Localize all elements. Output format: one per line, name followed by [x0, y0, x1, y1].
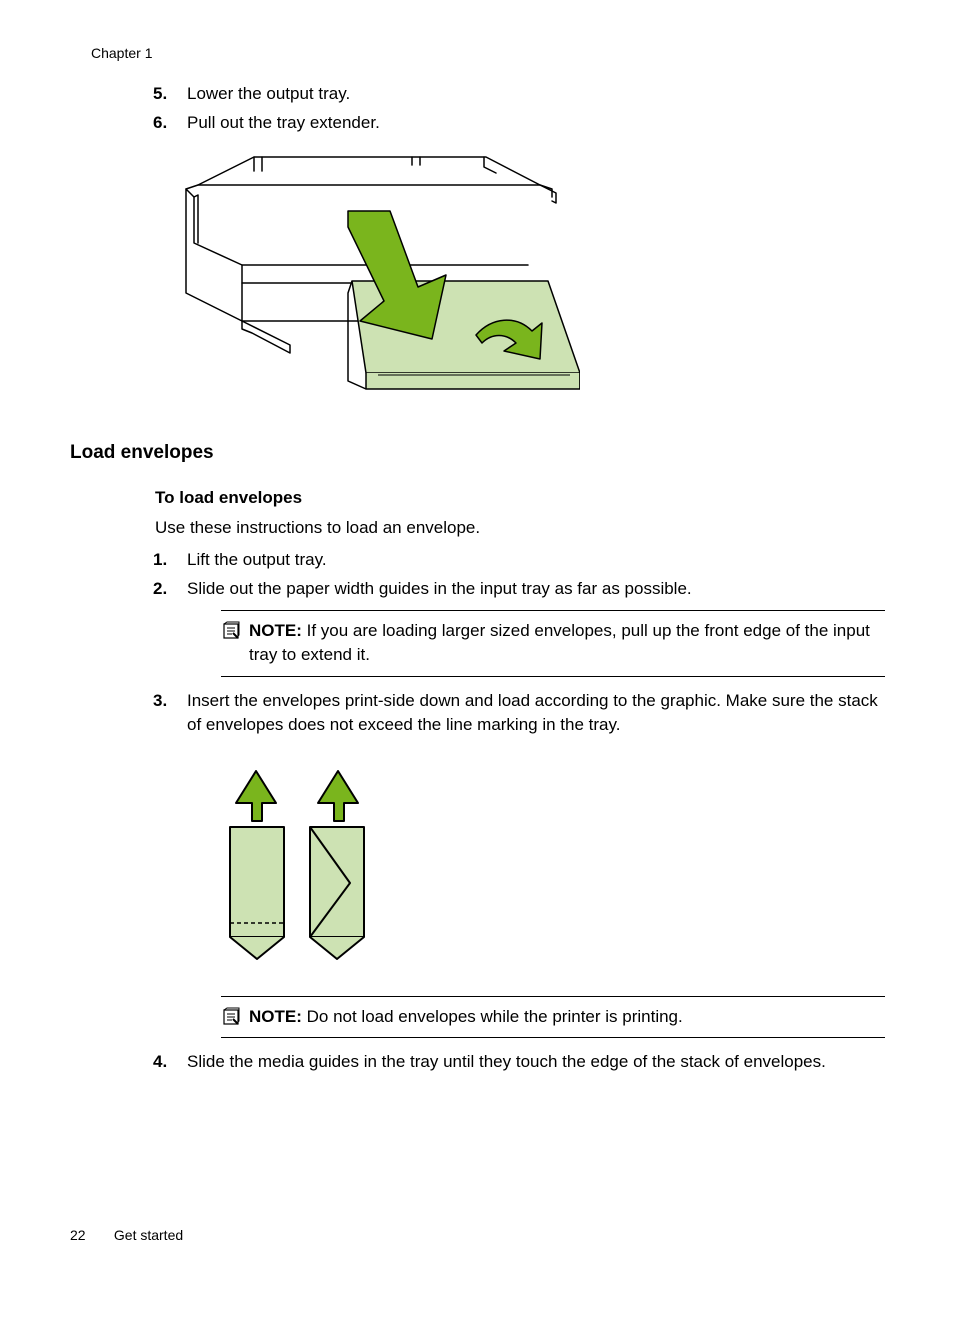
step-item: 5. Lower the output tray.: [153, 82, 885, 107]
step-text: Lift the output tray.: [187, 548, 885, 573]
step-text: Lower the output tray.: [187, 82, 885, 107]
step-item: 6. Pull out the tray extender.: [153, 111, 885, 136]
note-label: NOTE:: [249, 621, 302, 640]
step-number: 1.: [153, 548, 187, 573]
step-body: Insert the envelopes print-side down and…: [187, 691, 878, 735]
envelope-step-list: 1. Lift the output tray. 2. Slide out th…: [153, 548, 885, 1075]
note-text: If you are loading larger sized envelope…: [249, 621, 870, 665]
note-box: NOTE: Do not load envelopes while the pr…: [221, 996, 885, 1039]
step-item: 2. Slide out the paper width guides in t…: [153, 577, 885, 685]
printer-tray-figure: [180, 153, 885, 414]
step-item: 4. Slide the media guides in the tray un…: [153, 1050, 885, 1075]
page-content: 5. Lower the output tray. 6. Pull out th…: [70, 82, 885, 1079]
note-icon: [221, 1007, 241, 1027]
intro-text: Use these instructions to load an envelo…: [155, 518, 885, 538]
note-icon: [221, 621, 241, 641]
step-text: Pull out the tray extender.: [187, 111, 885, 136]
step-number: 5.: [153, 82, 187, 107]
section-heading: Load envelopes: [70, 442, 885, 464]
page-footer: 22 Get started: [70, 1227, 183, 1243]
page-number: 22: [70, 1227, 110, 1243]
step-body: Slide out the paper width guides in the …: [187, 579, 692, 598]
step-number: 2.: [153, 577, 187, 685]
step-number: 4.: [153, 1050, 187, 1075]
step-number: 3.: [153, 689, 187, 1047]
step-item: 1. Lift the output tray.: [153, 548, 885, 573]
step-text: Slide the media guides in the tray until…: [187, 1050, 885, 1075]
footer-section: Get started: [114, 1227, 183, 1243]
top-step-list: 5. Lower the output tray. 6. Pull out th…: [153, 82, 885, 135]
step-item: 3. Insert the envelopes print-side down …: [153, 689, 885, 1047]
step-text: Slide out the paper width guides in the …: [187, 577, 885, 685]
note-box: NOTE: If you are loading larger sized en…: [221, 610, 885, 677]
envelope-orientation-figure: [222, 763, 885, 971]
step-text: Insert the envelopes print-side down and…: [187, 689, 885, 1047]
step-number: 6.: [153, 111, 187, 136]
note-text: Do not load envelopes while the printer …: [307, 1007, 683, 1026]
sub-heading: To load envelopes: [155, 488, 885, 508]
note-label: NOTE:: [249, 1007, 302, 1026]
chapter-label: Chapter 1: [91, 45, 152, 61]
